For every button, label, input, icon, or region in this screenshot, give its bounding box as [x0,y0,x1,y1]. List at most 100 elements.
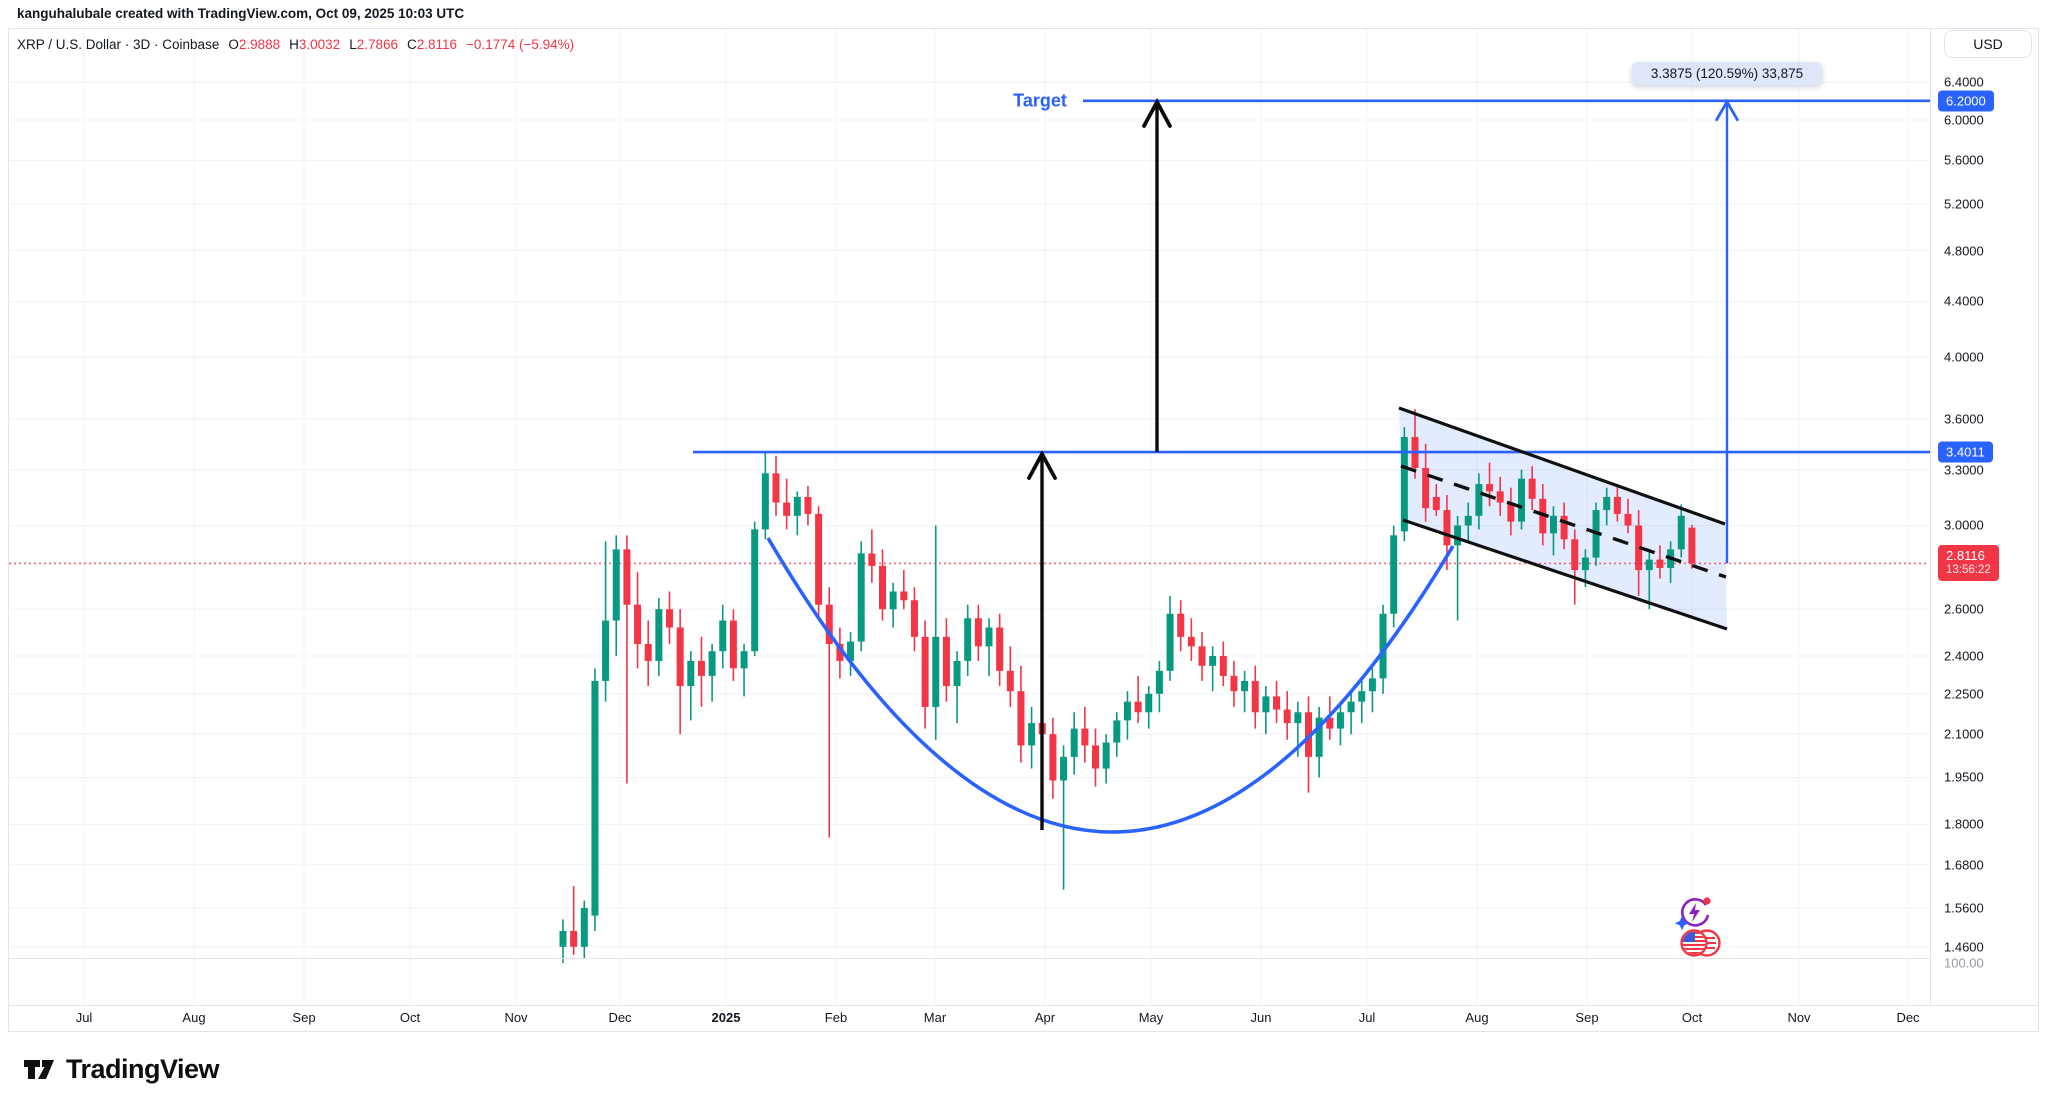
candle-up [761,452,769,540]
price-badge: 6.2000 [1938,90,1994,112]
ohlc-low: L2.7866 [349,36,398,52]
candle-down [974,604,982,661]
time-tick: May [1138,1010,1164,1025]
candle-up [655,598,663,676]
economic-event-icon[interactable] [1674,897,1711,931]
time-tick: Sep [292,1010,316,1025]
candle-down [772,455,780,516]
time-tick: Nov [1787,1010,1811,1025]
candle-down [1560,502,1568,550]
candle-up [1060,745,1068,890]
candle-up [1603,487,1611,526]
time-tick: Apr [1034,1010,1056,1025]
candle-up [1464,502,1472,542]
candle-up [1549,506,1557,556]
candle-down [1081,706,1089,763]
time-tick: Oct [399,1010,421,1025]
price-tick: 5.2000 [1944,196,1984,212]
candle-down [1486,462,1494,507]
candle-up [1518,469,1525,530]
price-tick: 6.0000 [1944,112,1984,128]
symbol-title[interactable]: XRP / U.S. Dollar · 3D · Coinbase [17,36,220,52]
candle-up [559,919,567,964]
candle-down [1049,717,1057,799]
price-tick: 1.6800 [1944,857,1984,873]
change-value: −0.1774 (−5.94%) [466,36,575,52]
ohlc-close: C2.8116 [407,36,458,52]
candle-up [1262,686,1270,735]
time-tick: Jun [1250,1010,1272,1025]
candle-down [996,613,1004,687]
time-axis-separator [8,1005,2039,1006]
candle-up [847,632,855,676]
time-tick: Aug [182,1010,206,1025]
candle-down [1283,691,1291,740]
candle-down [804,485,812,526]
candle-up [1390,525,1398,628]
candle-up [1102,734,1110,784]
candle-up [719,604,727,669]
candle-up [793,491,801,536]
candle-up [1070,712,1078,775]
candle-down [1432,484,1440,516]
time-tick: Nov [504,1010,528,1025]
tradingview-logo-icon [24,1060,54,1079]
candle-down [1305,696,1312,793]
candle-down [570,885,578,955]
time-tick: Jul [75,1010,93,1025]
candle-down [1507,487,1515,536]
candle-up [985,618,993,676]
chart-widget-border [8,28,2039,1032]
candle-down [900,570,908,610]
price-tick: 2.4000 [1944,648,1984,664]
price-tick: 4.8000 [1944,243,1984,259]
price-tick: 1.4600 [1944,939,1984,955]
currency-toggle-button[interactable]: USD [1944,30,2032,58]
candle-down [868,529,876,583]
candle-up [740,643,748,697]
time-tick: Sep [1575,1010,1599,1025]
candle-up [1475,473,1483,530]
price-tick: 6.4000 [1944,74,1984,90]
candle-down [836,627,844,679]
candle-down [879,549,886,621]
candle-up [889,582,897,628]
candle-down [1496,476,1504,516]
candle-down [1198,632,1206,681]
target-label[interactable]: Target [1013,90,1067,111]
candle-up [1145,686,1153,729]
candle-up [1113,712,1121,757]
pane-separator[interactable] [8,958,1930,959]
tradingview-logo[interactable]: TradingView [22,1052,220,1086]
candle-up [1315,706,1323,778]
time-tick: Dec [1896,1010,1920,1025]
measure-tooltip: 3.3875 (120.59%) 33,875 [1632,62,1822,85]
candle-down [676,609,684,735]
candle-down [1230,660,1238,707]
price-tick: 5.6000 [1944,152,1984,168]
candle-down [825,587,833,838]
price-tick: 2.6000 [1944,601,1984,617]
candle-down [921,620,929,729]
candle-up [602,541,610,702]
candle-down [1656,545,1664,579]
candle-up [1645,549,1653,610]
candle-up [1358,680,1366,724]
candle-up [1209,646,1217,692]
candle-down [1624,498,1632,534]
candle-down [1635,510,1643,596]
time-tick: Feb [824,1010,848,1025]
price-badge: 3.4011 [1938,441,1993,463]
candle-up [857,541,865,652]
candle-down [666,591,673,644]
candle-up [953,651,961,724]
candle-up [932,525,940,740]
candle-down [1134,675,1142,724]
candle-up [612,535,620,657]
candle-up [1368,668,1376,713]
